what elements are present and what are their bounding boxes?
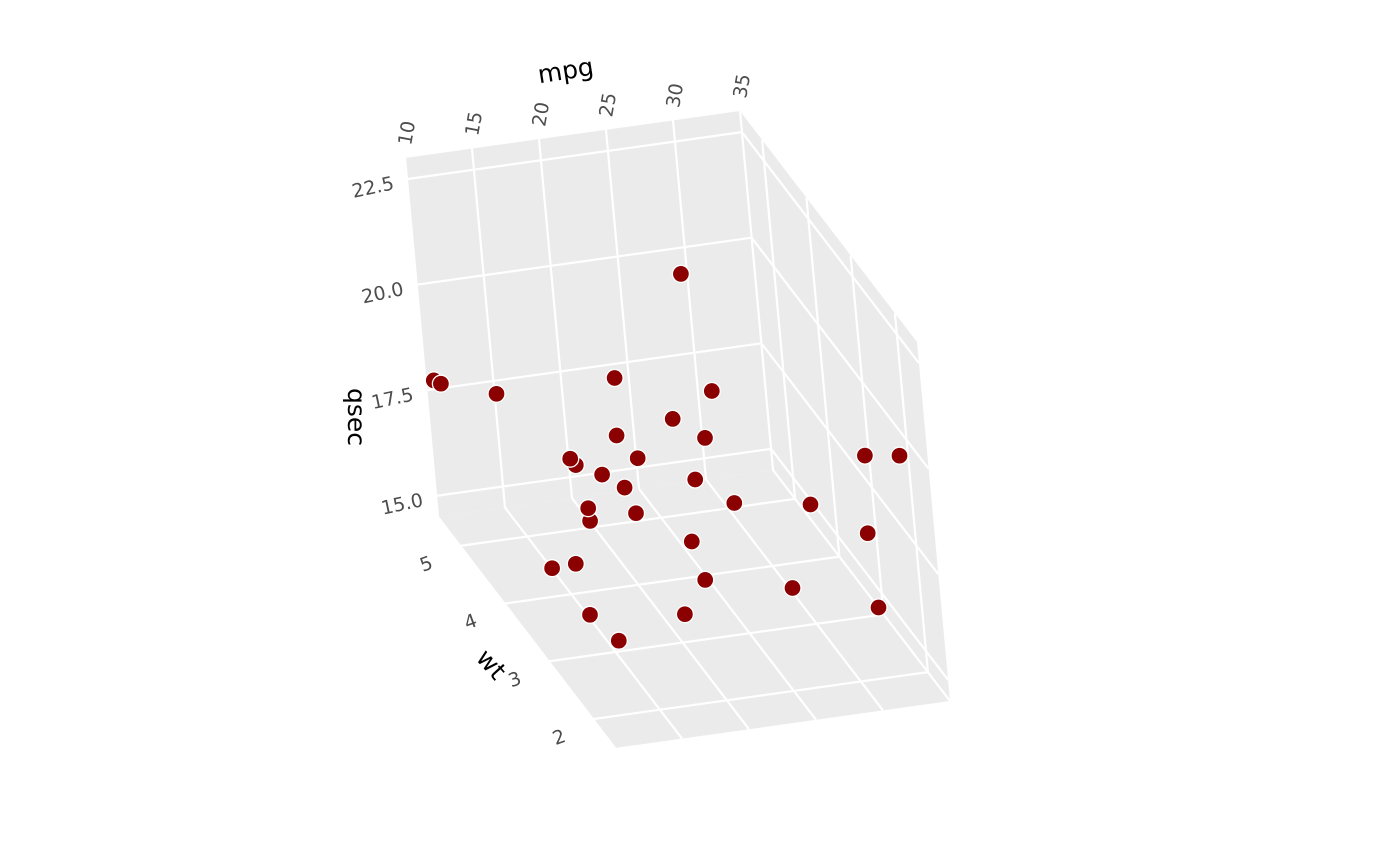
data-points — [424, 264, 909, 650]
back-grid-x — [403, 157, 440, 518]
y-tick-label: 4 — [461, 610, 480, 635]
data-point — [682, 532, 701, 551]
back-grid-x — [604, 129, 641, 489]
floor-panel — [438, 470, 950, 748]
right-panel — [740, 111, 950, 701]
right-grid-y — [893, 312, 929, 673]
data-point — [566, 554, 585, 573]
data-point — [695, 428, 715, 448]
data-point — [605, 368, 624, 388]
right-grid-y — [805, 197, 841, 557]
data-point — [855, 446, 875, 465]
x-tick-label: 25 — [595, 91, 621, 119]
back-grid-x — [470, 148, 507, 508]
z-tick-label: 17.5 — [369, 384, 415, 414]
data-point — [615, 478, 634, 497]
y-tick-label: 5 — [417, 552, 436, 577]
y-axis-title: wt — [470, 643, 512, 685]
back-grid-z — [416, 236, 752, 286]
floor-grid-x — [571, 497, 750, 730]
data-point — [890, 446, 909, 465]
data-point — [561, 449, 580, 468]
data-point — [686, 470, 705, 489]
back-grid-z — [406, 131, 743, 181]
data-point — [542, 559, 562, 578]
back-grid-x — [537, 139, 574, 499]
data-point — [592, 465, 612, 484]
tick-labels: 10 15 20 25 30 35 2 3 4 5 15.0 17.5 20.0 22.5 — [350, 72, 755, 750]
z-axis-title: qsec — [342, 388, 371, 446]
back-grid-z — [426, 342, 762, 392]
y-tick-label: 3 — [505, 667, 524, 692]
data-point — [609, 631, 628, 650]
data-point — [663, 409, 682, 429]
data-point — [487, 384, 506, 403]
floor-grid-y — [548, 613, 884, 663]
gridlines — [403, 110, 951, 749]
data-point — [869, 598, 888, 617]
z-tick-label: 22.5 — [350, 172, 396, 202]
floor-grid-y — [592, 671, 929, 721]
right-grid-y — [761, 139, 797, 500]
x-tick-label: 10 — [394, 119, 420, 147]
data-point — [696, 570, 715, 590]
data-point — [431, 374, 451, 393]
x-tick-label: 35 — [729, 72, 755, 100]
data-point — [607, 426, 626, 445]
back-grid-x — [738, 110, 775, 471]
x-axis-title: mpg — [536, 52, 596, 89]
x-tick-label: 20 — [528, 100, 554, 128]
data-point — [580, 605, 600, 624]
data-point — [675, 605, 695, 624]
data-point — [783, 578, 802, 598]
data-point — [801, 495, 820, 514]
floor-grid-x — [437, 516, 616, 749]
back-grid-x — [671, 120, 708, 480]
data-point — [858, 524, 877, 543]
right-grid-z — [770, 448, 949, 681]
z-tick-label: 20.0 — [360, 278, 406, 308]
data-point — [626, 504, 646, 523]
x-tick-label: 15 — [461, 110, 487, 138]
x-tick-label: 30 — [662, 82, 688, 110]
right-grid-z — [760, 342, 940, 575]
right-grid-z — [741, 131, 920, 364]
data-point — [725, 493, 744, 513]
data-point — [671, 264, 691, 284]
right-grid-y — [849, 255, 885, 615]
floor-grid-y — [504, 555, 840, 605]
data-point — [702, 381, 721, 401]
data-point — [579, 499, 598, 518]
floor-grid-x — [638, 488, 817, 721]
y-tick-label: 2 — [550, 725, 569, 750]
right-grid-z — [750, 237, 930, 470]
data-point — [628, 449, 647, 468]
z-tick-label: 15.0 — [379, 489, 425, 519]
